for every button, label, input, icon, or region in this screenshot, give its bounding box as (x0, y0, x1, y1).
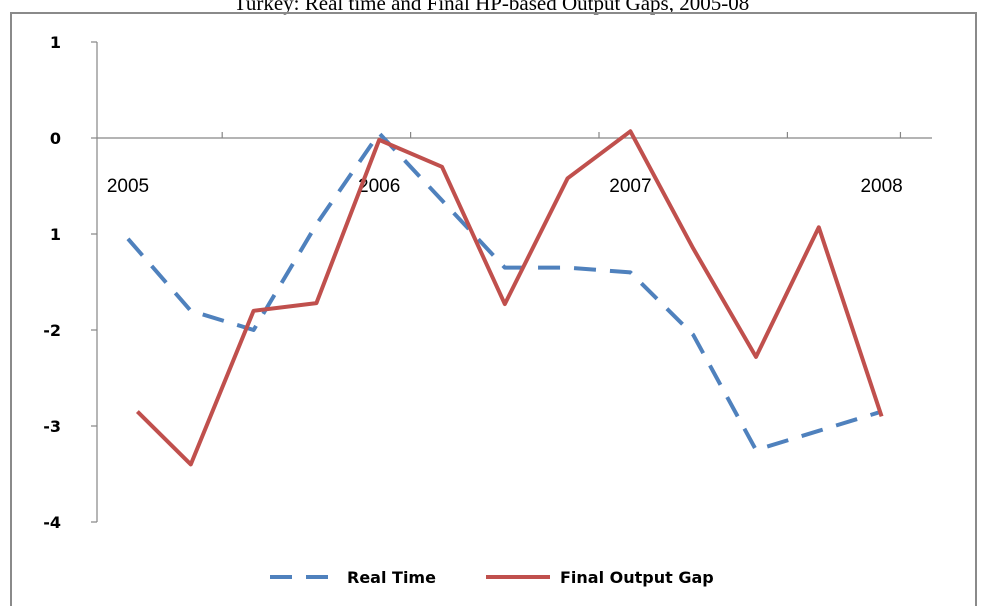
x-tick-label: 2005 (107, 176, 149, 197)
series-line-real-time (126, 131, 883, 452)
x-tick-label: 2008 (860, 176, 902, 197)
axes: 1 0 1 -2 -3 -4 2005 2006 2007 2008 (43, 33, 932, 532)
x-tick-label: 2006 (358, 176, 400, 197)
y-tick-label: -3 (43, 417, 61, 436)
legend-label: Real Time (347, 568, 436, 587)
chart-frame (10, 12, 977, 606)
y-tick-label: -4 (43, 513, 61, 532)
y-tick-label: 1 (50, 33, 61, 52)
chart-title: Turkey: Real time and Final HP-based Out… (233, 0, 750, 15)
y-tick-label: -2 (43, 321, 61, 340)
y-tick-label: 0 (50, 129, 61, 148)
series-layer (126, 129, 884, 467)
legend-label: Final Output Gap (560, 568, 714, 587)
legend: Real Time Final Output Gap (270, 568, 714, 587)
x-tick-label: 2007 (609, 176, 651, 197)
series-line-final-output-gap (135, 129, 884, 467)
y-tick-label: 1 (50, 225, 61, 244)
